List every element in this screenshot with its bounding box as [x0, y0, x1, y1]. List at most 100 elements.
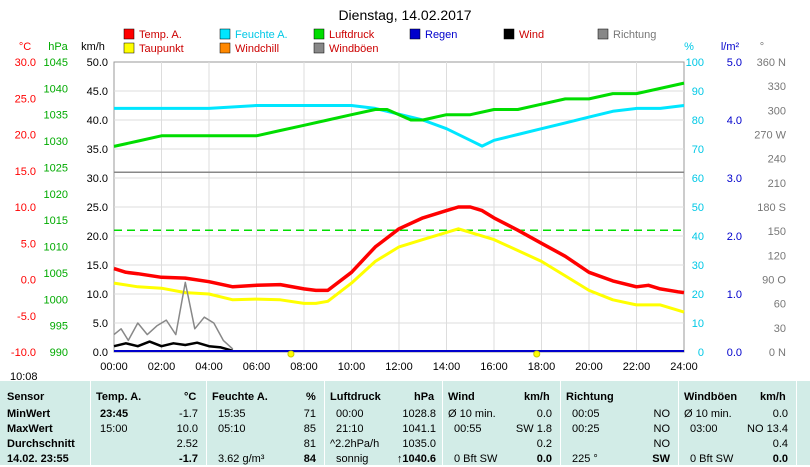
legend-swatch: [219, 42, 231, 54]
luft-trend: ^2.2hPa/h: [330, 438, 380, 450]
axis-tick-hpa: 1005: [44, 268, 68, 280]
header-luft-unit: hPa: [414, 391, 435, 403]
boeen-desc: Ø 10 min.: [684, 408, 732, 420]
axis-tick-lm2: 5.0: [727, 57, 742, 69]
chart-canvas: Dienstag, 14.02.2017 Temp. A. Feuchte A. Lu…: [11, 7, 787, 373]
series-line: [113, 340, 234, 353]
legend-swatch: [123, 28, 135, 40]
axis-tick-kmh: 5.0: [93, 318, 108, 330]
luft-value: 1041.1: [402, 423, 436, 435]
series-line: [113, 227, 685, 314]
x-tick-label: 12:00: [385, 361, 413, 373]
legend-swatch: [313, 28, 325, 40]
boeen-desc: 0 Bft SW: [690, 453, 734, 465]
axis-tick-kmh: 15.0: [87, 260, 108, 272]
legend-label: Feuchte A.: [235, 29, 288, 41]
axis-tick-temp: -10.0: [11, 347, 36, 359]
axis-tick-kmh: 40.0: [87, 115, 108, 127]
axis-tick-lm2: 4.0: [727, 115, 742, 127]
richtung-deg: 225 °: [572, 453, 598, 465]
x-tick-label: 10:00: [338, 361, 366, 373]
wind-desc: 0 Bft SW: [454, 453, 498, 465]
header-feuchte: Feuchte A.: [212, 391, 268, 403]
legend-swatch: [503, 28, 515, 40]
wind-desc: 00:55: [454, 423, 482, 435]
axis-tick-deg: 30: [774, 323, 786, 335]
axis-tick-pct: 50: [692, 202, 704, 214]
series-line: [114, 104, 685, 148]
axis-tick-hpa: 1020: [44, 189, 68, 201]
x-tick-label: 24:00: [670, 361, 698, 373]
feuchte-value: 81: [303, 438, 316, 450]
luft-time: 21:10: [336, 423, 364, 435]
series-line: [113, 205, 685, 295]
header-temp-unit: °C: [184, 391, 197, 403]
x-tick-label: 02:00: [148, 361, 176, 373]
axis-label-hpa: hPa: [48, 41, 68, 53]
luft-time: 00:00: [336, 408, 364, 420]
feuchte-value: 85: [303, 423, 316, 435]
axis-tick-pct: 80: [692, 115, 704, 127]
series-line: [113, 81, 685, 148]
axis-tick-pct: 10: [692, 318, 704, 330]
chart-title: Dienstag, 14.02.2017: [338, 7, 471, 23]
legend-label: Wind: [519, 29, 544, 41]
axis-tick-temp: 5.0: [21, 238, 36, 250]
temp-time: 23:45: [100, 408, 129, 420]
legend-swatch: [123, 42, 135, 54]
feuchte-abs: 3.62 g/m³: [218, 453, 265, 465]
temp-value: -1.7: [179, 453, 198, 465]
axis-tick-hpa: 1010: [44, 242, 68, 254]
axis-tick-deg: 300: [768, 105, 786, 117]
wind-value: 0.0: [536, 408, 552, 420]
legend-label: Windböen: [329, 43, 379, 55]
axis-tick-kmh: 10.0: [87, 289, 108, 301]
axis-label-lm2: l/m²: [721, 41, 740, 53]
axis-tick-hpa: 1045: [44, 57, 68, 69]
axis-tick-kmh: 50.0: [87, 57, 108, 69]
axis-tick-kmh: 20.0: [87, 231, 108, 243]
temp-time: 15:00: [100, 423, 128, 435]
wind-value: 0.2: [536, 438, 552, 450]
x-tick-label: 04:00: [195, 361, 223, 373]
axis-label-deg: °: [760, 41, 764, 53]
x-tick-label: 08:00: [290, 361, 318, 373]
feuchte-time: 05:10: [218, 423, 246, 435]
axis-tick-deg: 240: [768, 154, 786, 166]
header-wind: Wind: [448, 391, 475, 403]
row-label: MaxWert: [7, 423, 53, 435]
legend-swatch: [409, 28, 421, 40]
legend-label: Regen: [425, 29, 457, 41]
row-label: MinWert: [7, 408, 51, 420]
temp-value: 2.52: [176, 438, 198, 450]
boeen-value: 0.0: [772, 408, 788, 420]
legend-label: Richtung: [613, 29, 656, 41]
axis-tick-pct: 40: [692, 231, 704, 243]
axis-tick-temp: 30.0: [15, 57, 36, 69]
axis-tick-hpa: 1030: [44, 136, 68, 148]
axis-tick-temp: -5.0: [17, 311, 36, 323]
axis-tick-hpa: 1035: [44, 110, 68, 122]
richtung-value: NO: [653, 423, 671, 435]
axis-tick-temp: 0.0: [21, 275, 36, 287]
stats-panel: Sensor Temp. A. °C Feuchte A. % Luftdruc…: [0, 381, 810, 465]
axis-tick-pct: 100: [686, 57, 704, 69]
axis-tick-lm2: 2.0: [727, 231, 742, 243]
axis-tick-hpa: 1025: [44, 162, 68, 174]
header-richtung: Richtung: [566, 391, 614, 403]
boeen-value: 0.4: [772, 438, 788, 450]
x-tick-label: 20:00: [575, 361, 603, 373]
axis-tick-kmh: 30.0: [87, 173, 108, 185]
stats-row-min: MinWert 23:45 -1.7 15:35 71 00:00 1028.8…: [0, 408, 810, 422]
boeen-desc: 03:00: [690, 423, 718, 435]
temp-value: 10.0: [176, 423, 198, 435]
temp-value: -1.7: [179, 408, 198, 420]
feuchte-value: 84: [303, 453, 316, 465]
legend-label: Windchill: [235, 43, 279, 55]
axis-tick-hpa: 1040: [44, 83, 68, 95]
axis-tick-pct: 70: [692, 144, 704, 156]
luft-value: ↑1040.6: [396, 453, 436, 465]
header-temp: Temp. A.: [96, 391, 142, 403]
axis-label-pct: %: [684, 41, 694, 53]
axis-tick-kmh: 0.0: [93, 347, 108, 359]
